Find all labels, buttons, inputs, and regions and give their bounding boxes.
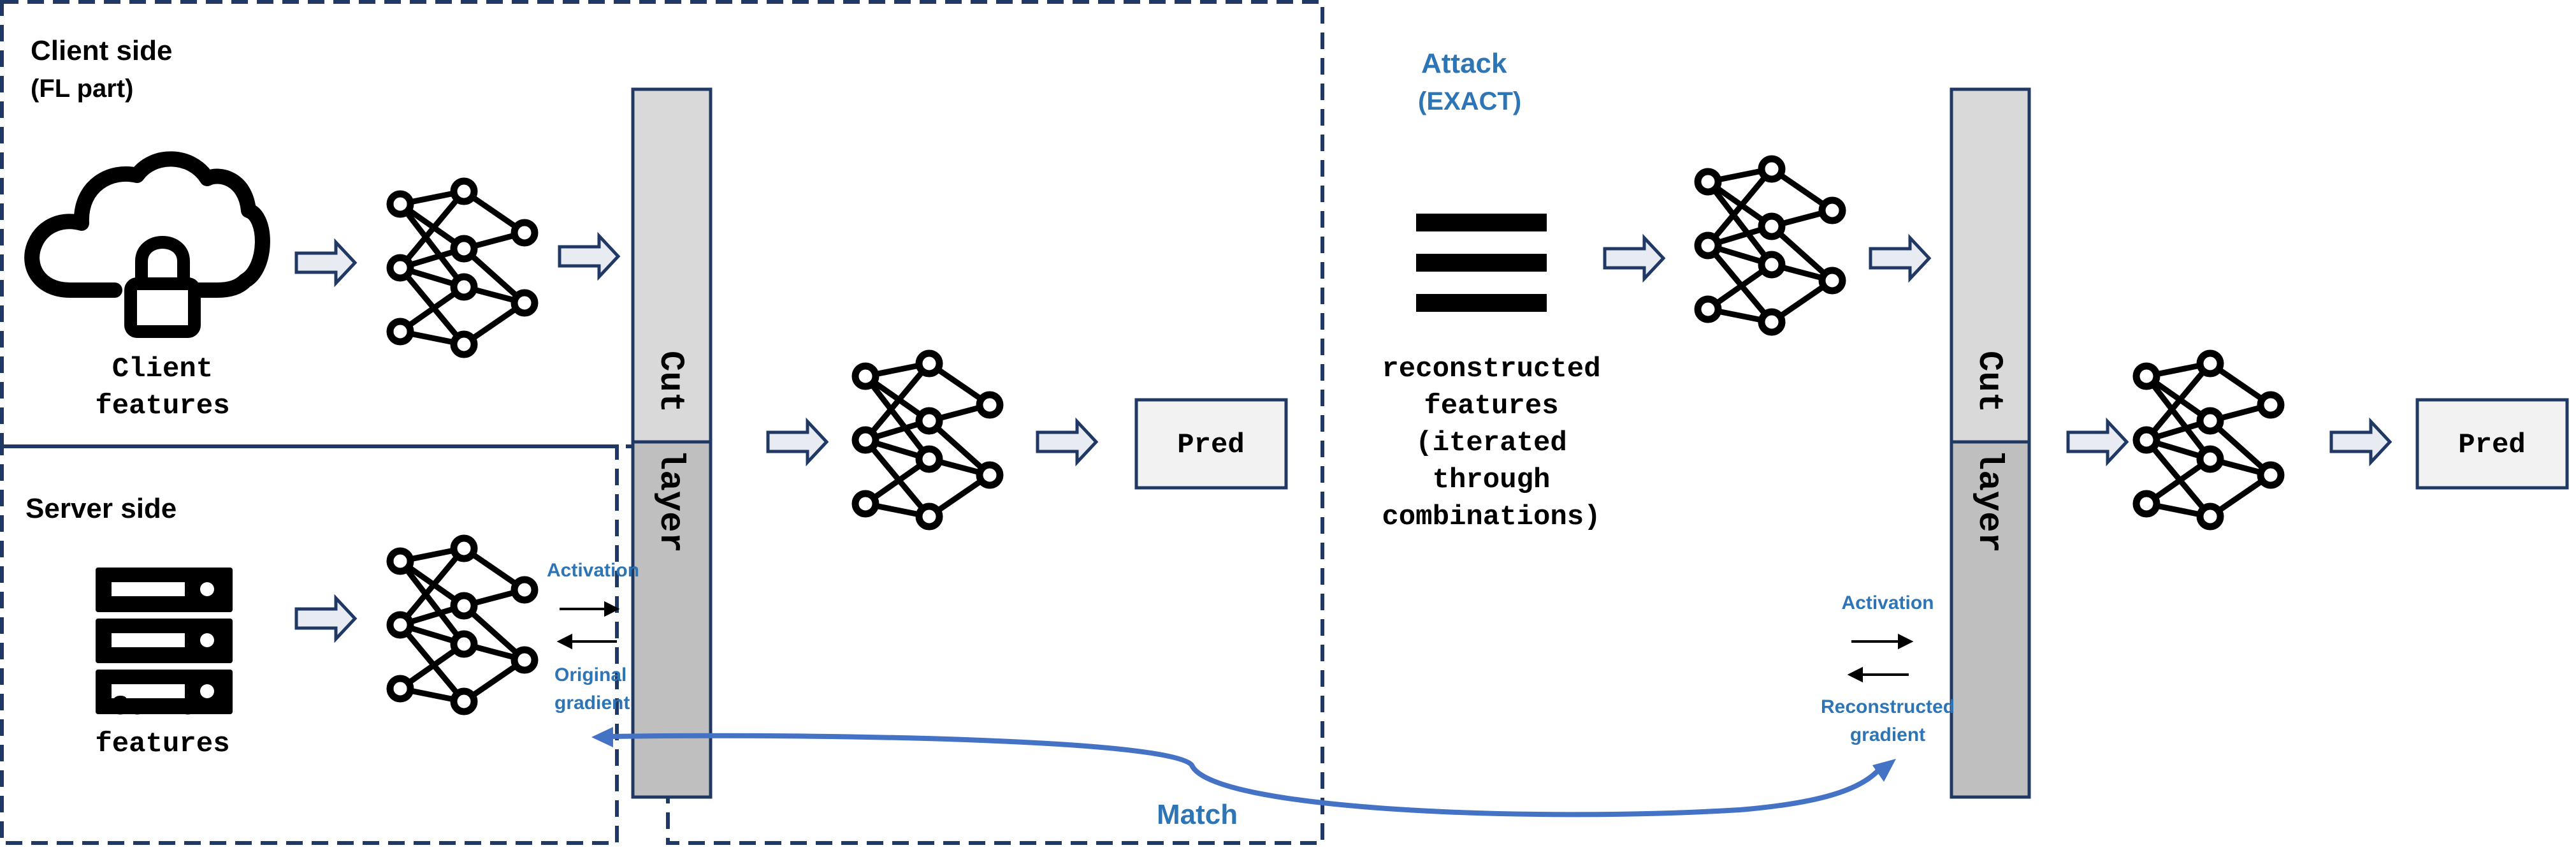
cut-layer-left-label-bottom: layer <box>651 450 690 553</box>
client-features-label-line1: Client <box>112 353 213 385</box>
reconstructed-features-line3: (iterated <box>1415 427 1567 459</box>
block-arrow <box>2331 421 2390 462</box>
server-bottom-model-icon <box>390 538 535 712</box>
block-arrow <box>560 236 618 277</box>
original-gradient-label-line2: gradient <box>554 692 630 714</box>
reconstructed-features-line5: combinations) <box>1382 501 1600 533</box>
server-features-label-line2: features <box>95 728 229 760</box>
pred-label-right: Pred <box>2458 429 2526 461</box>
top-model-icon <box>855 353 1000 527</box>
reconstructed-features-icon <box>1416 214 1547 312</box>
reconstructed-gradient-label-line2: gradient <box>1850 724 1925 745</box>
cut-layer-right-label-top: Cut <box>1969 351 2008 413</box>
activation-label-left: Activation <box>547 560 639 581</box>
client-side-title: Client side <box>31 35 173 66</box>
reconstructed-features-line1: reconstructed <box>1382 353 1600 385</box>
reconstructed-features-line4: through <box>1433 464 1551 496</box>
attack-title: Attack <box>1421 48 1507 79</box>
activation-label-right: Activation <box>1841 592 1934 613</box>
activation-arrow-right <box>1851 633 1914 650</box>
client-side-subtitle: (FL part) <box>31 75 133 103</box>
block-arrow <box>768 421 827 462</box>
cut-layer-left: Cut layer <box>631 87 713 799</box>
reconstructed-gradient-label-line1: Reconstructed <box>1821 696 1955 717</box>
original-gradient-label-line1: Original <box>554 664 626 685</box>
server-rack-icon <box>96 568 233 714</box>
attack-subtitle: (EXACT) <box>1418 87 1521 115</box>
cut-layer-right: Cut layer <box>1950 87 2031 799</box>
block-arrow <box>2068 421 2127 462</box>
block-arrow <box>296 598 355 639</box>
match-arrow <box>591 727 1896 817</box>
activation-arrow-left <box>560 601 620 617</box>
server-features-label-line1: Server <box>112 691 213 723</box>
attack-top-model-icon <box>2136 353 2281 527</box>
cut-layer-left-label-top: Cut <box>651 351 690 413</box>
client-features-label-line2: features <box>95 390 229 422</box>
server-side-title: Server side <box>25 493 177 524</box>
gradient-arrow-right <box>1847 666 1909 683</box>
attack-bottom-model-icon <box>1698 159 1842 332</box>
client-bottom-model-icon <box>390 181 535 355</box>
cut-layer-right-label-bottom: layer <box>1969 450 2008 553</box>
block-arrow <box>1605 238 1663 279</box>
block-arrow <box>296 242 355 283</box>
server-region-border <box>0 444 619 845</box>
block-arrow <box>1038 421 1096 462</box>
pred-label-left: Pred <box>1177 429 1245 461</box>
match-label: Match <box>1157 799 1238 830</box>
block-arrow <box>1870 238 1929 279</box>
gradient-arrow-left <box>556 633 617 650</box>
pred-box-right <box>2415 398 2569 490</box>
cloud-lock-icon <box>24 151 270 338</box>
pred-box-left <box>1134 398 1288 490</box>
reconstructed-features-line2: features <box>1424 390 1558 422</box>
